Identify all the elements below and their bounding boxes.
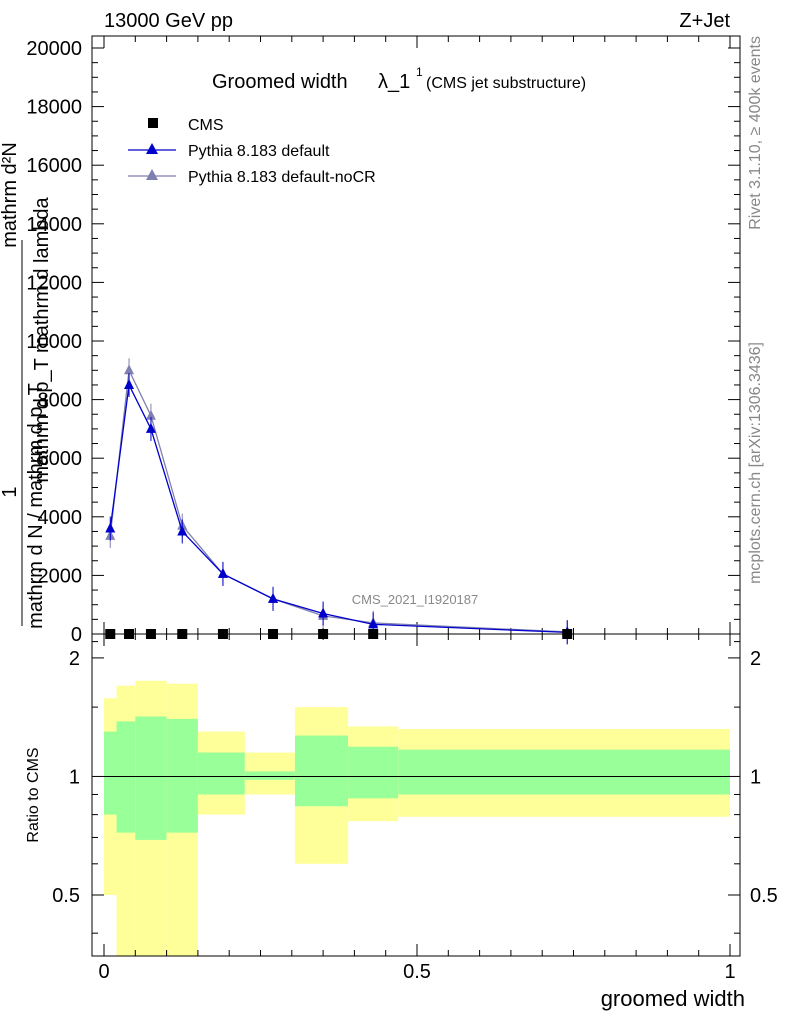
main-series-layer xyxy=(105,358,573,645)
legend: CMS Pythia 8.183 default Pythia 8.183 de… xyxy=(128,117,376,186)
x-tick-label: 1 xyxy=(724,961,735,983)
ylabel-line1: mathrm d²N xyxy=(0,142,21,248)
legend-default-label: Pythia 8.183 default xyxy=(188,143,330,160)
analysis-watermark: CMS_2021_I1920187 xyxy=(352,592,479,607)
ratio-inner-band xyxy=(116,721,136,833)
y-tick-label: 6000 xyxy=(38,448,83,470)
ratio-inner-band xyxy=(166,718,198,833)
y-tick-label: 20000 xyxy=(26,38,82,60)
y-tick-label: 16000 xyxy=(26,155,82,177)
ratio-inner-band xyxy=(135,716,167,840)
ratio-y-tick-label-right: 1 xyxy=(750,766,761,788)
series-point-nocr xyxy=(124,364,135,375)
x-tick-label: 0.5 xyxy=(403,961,431,983)
legend-cms-label: CMS xyxy=(188,117,224,134)
series-point-default xyxy=(318,607,329,618)
x-axis-label: groomed width xyxy=(601,986,745,1011)
legend-nocr-label: Pythia 8.183 default-noCR xyxy=(188,169,376,186)
y-tick-label: 12000 xyxy=(26,272,82,294)
x-tick-label: 0 xyxy=(98,961,109,983)
y-tick-label: 10000 xyxy=(26,331,82,353)
series-point-default xyxy=(177,525,188,536)
series-point-default xyxy=(368,618,379,629)
ratio-plot-frame xyxy=(91,633,741,957)
y-tick-label: 0 xyxy=(71,624,82,646)
y-tick-label: 14000 xyxy=(26,214,82,236)
ratio-y-tick-label-right: 0.5 xyxy=(750,885,778,907)
y-tick-label: 4000 xyxy=(38,507,83,529)
series-point-default xyxy=(124,378,135,389)
plot-title-superscript: 1 xyxy=(416,65,423,79)
ratio-inner-band xyxy=(244,771,295,780)
y-tick-label: 8000 xyxy=(38,390,83,412)
main-y-ticks: 0 2000 4000 6000 8000 10000 12000 14000 16000 180… xyxy=(26,38,740,646)
ratio-inner-band xyxy=(104,731,117,815)
legend-cms-marker xyxy=(148,118,158,128)
ratio-inner-band xyxy=(398,749,730,795)
ylabel-line4: mathrm d N / mathrm d p_T xyxy=(25,383,47,629)
ratio-y-tick-label-right: 2 xyxy=(750,648,761,670)
ylabel-line2: mathrm d p_T mathrm d lambda xyxy=(31,196,53,482)
ratio-inner-band xyxy=(348,746,399,799)
main-x-ticks xyxy=(103,36,731,634)
rivet-label: Rivet 3.1.10, ≥ 400k events xyxy=(747,36,764,230)
ratio-inner-band xyxy=(197,752,245,795)
ratio-y-tick-label: 1 xyxy=(69,766,80,788)
y-tick-label: 18000 xyxy=(26,97,82,119)
plot-title: Groomed width λ_1 1 (CMS jet substructur… xyxy=(212,65,586,93)
y-tick-label: 2000 xyxy=(38,565,83,587)
series-point-default xyxy=(217,567,228,578)
legend-default-marker xyxy=(146,143,158,154)
plot-title-main: Groomed width xyxy=(212,71,348,93)
series-point-default xyxy=(145,422,156,433)
series-point-default xyxy=(268,592,279,603)
process-label: Z+Jet xyxy=(679,10,730,32)
ratio-y-ticks: 0.5 0.5 1 1 2 2 xyxy=(52,641,778,934)
plot-title-subtitle: (CMS jet substructure) xyxy=(426,75,586,92)
ratio-y-tick-label: 0.5 xyxy=(52,885,80,907)
ylabel-line3: 1 xyxy=(0,486,21,497)
mcplots-label: mcplots.cern.ch [arXiv:1306.3436] xyxy=(747,342,764,584)
legend-nocr-marker xyxy=(146,169,158,180)
ratio-y-axis-label: Ratio to CMS xyxy=(25,747,42,842)
series-point-nocr xyxy=(145,409,156,420)
ratio-bands-layer xyxy=(104,680,730,956)
series-line-nocr xyxy=(109,367,568,633)
series-line-default xyxy=(109,382,568,634)
energy-label: 13000 GeV pp xyxy=(104,10,233,32)
main-y-axis-label: mathrm d²N mathrm d p_T mathrm d lambda … xyxy=(0,142,53,629)
ratio-x-ticks: 0 0.5 1 xyxy=(98,634,736,983)
plot-title-symbol: λ_1 xyxy=(378,71,410,93)
ratio-y-tick-label: 2 xyxy=(69,648,80,670)
series-point-default xyxy=(105,522,116,533)
ratio-inner-band xyxy=(294,735,349,807)
